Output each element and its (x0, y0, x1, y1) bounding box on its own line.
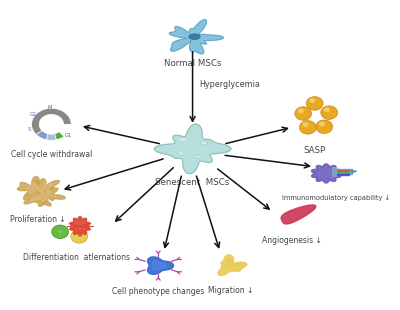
Ellipse shape (192, 146, 197, 148)
Polygon shape (154, 124, 231, 174)
Text: Angiogenesis ↓: Angiogenesis ↓ (262, 237, 322, 246)
Polygon shape (352, 170, 357, 172)
Text: S: S (28, 127, 31, 132)
Text: Immunomodulatory capability ↓: Immunomodulatory capability ↓ (282, 195, 390, 201)
Circle shape (302, 122, 308, 127)
Polygon shape (148, 257, 174, 274)
Polygon shape (332, 167, 336, 175)
Polygon shape (36, 183, 52, 193)
Text: G2: G2 (30, 112, 36, 117)
Wedge shape (32, 108, 71, 135)
Circle shape (298, 108, 304, 113)
Text: Cell phenotype changes: Cell phenotype changes (112, 287, 204, 296)
Text: Senescent  MSCs: Senescent MSCs (156, 178, 230, 187)
Polygon shape (337, 172, 350, 173)
Circle shape (71, 230, 88, 243)
Polygon shape (312, 164, 341, 183)
Polygon shape (281, 205, 316, 224)
Circle shape (52, 225, 68, 239)
Polygon shape (70, 217, 90, 236)
Polygon shape (221, 266, 231, 269)
Polygon shape (25, 183, 44, 194)
Circle shape (319, 122, 325, 126)
Circle shape (324, 107, 330, 112)
Text: Differentiation  atlernations: Differentiation atlernations (23, 253, 130, 262)
Text: SASP: SASP (304, 146, 326, 155)
Polygon shape (24, 189, 51, 206)
Ellipse shape (195, 155, 201, 158)
Circle shape (306, 97, 323, 110)
Text: Cell cycle withdrawal: Cell cycle withdrawal (11, 150, 92, 159)
Ellipse shape (200, 141, 208, 144)
Polygon shape (218, 255, 247, 275)
Text: Migration ↓: Migration ↓ (208, 286, 254, 294)
Polygon shape (32, 186, 65, 206)
Polygon shape (335, 169, 352, 174)
Polygon shape (229, 266, 234, 272)
Text: Normal MSCs: Normal MSCs (164, 59, 221, 68)
Polygon shape (337, 170, 350, 171)
Polygon shape (337, 174, 350, 175)
Ellipse shape (178, 152, 184, 155)
Wedge shape (36, 131, 48, 140)
Circle shape (321, 106, 338, 119)
Circle shape (309, 98, 316, 103)
Polygon shape (170, 135, 215, 163)
Wedge shape (46, 134, 56, 140)
Text: Hyperglycemia: Hyperglycemia (200, 80, 260, 89)
Polygon shape (28, 179, 60, 198)
Text: G1: G1 (64, 134, 72, 139)
Text: M: M (47, 105, 52, 110)
Text: Proliferation ↓: Proliferation ↓ (10, 215, 66, 224)
Polygon shape (17, 176, 54, 200)
Ellipse shape (189, 34, 200, 40)
Polygon shape (152, 261, 167, 270)
Polygon shape (226, 260, 232, 266)
Ellipse shape (179, 138, 187, 142)
Polygon shape (31, 193, 45, 202)
Ellipse shape (58, 231, 62, 233)
Circle shape (295, 107, 312, 120)
Circle shape (300, 121, 316, 134)
Polygon shape (169, 20, 223, 54)
Polygon shape (231, 262, 240, 266)
Wedge shape (54, 132, 64, 140)
Polygon shape (40, 190, 56, 201)
Circle shape (316, 120, 333, 134)
